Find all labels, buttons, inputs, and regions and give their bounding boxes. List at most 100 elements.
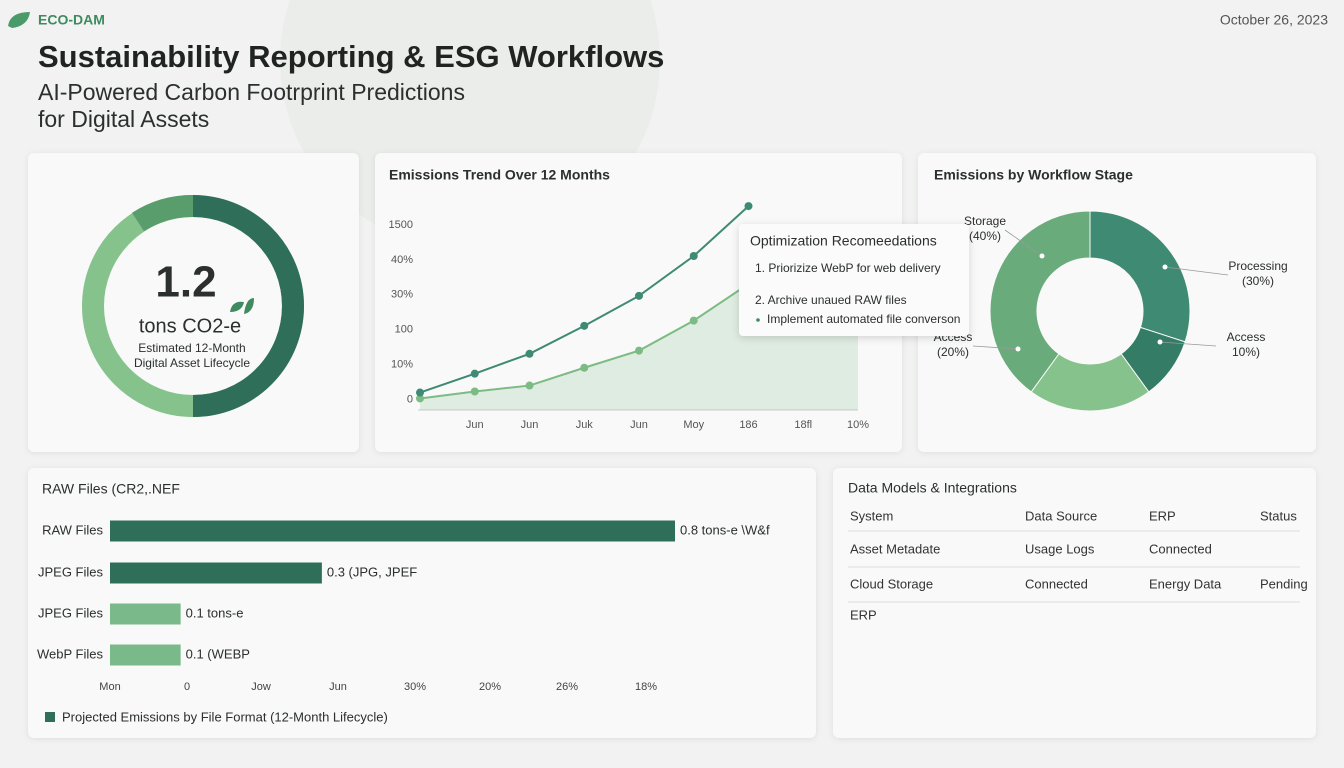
table-cell: ERP xyxy=(850,607,877,622)
table-header: Status xyxy=(1260,508,1297,523)
tooltip-title: Optimization Recomeedations xyxy=(750,233,937,249)
leader-line xyxy=(972,345,1019,350)
page-title: Sustainability Reporting & ESG Workflows xyxy=(38,39,664,74)
point xyxy=(580,363,589,372)
table-cell: Connected xyxy=(1025,576,1088,591)
x-tick-label: 10% xyxy=(847,419,869,431)
table-title: Data Models & Integrations xyxy=(848,480,1017,496)
point xyxy=(416,388,424,397)
y-tick-label: 40% xyxy=(391,254,413,266)
bar xyxy=(110,644,181,666)
tooltip-item: 1. Priorizize WebP for web delivery xyxy=(755,261,941,275)
table-cell: Pending xyxy=(1260,576,1308,591)
table-cell: Usage Logs xyxy=(1025,541,1095,556)
table-cell: Asset Metadate xyxy=(850,541,940,556)
pie-slice xyxy=(1030,353,1150,412)
value-label: 0.1 tons-e xyxy=(186,605,244,620)
x-tick-label: Juk xyxy=(576,419,594,431)
table-header: Data Source xyxy=(1025,508,1097,523)
chart-title: Emissions Trend Over 12 Months xyxy=(389,167,610,183)
subtitle: for Digital Assets xyxy=(38,106,209,132)
y-tick-label: WebP Files xyxy=(37,646,103,661)
logo xyxy=(8,12,30,28)
kpi-ring xyxy=(132,194,194,232)
bullet xyxy=(756,318,760,322)
kpi-unit: tons CO2-e xyxy=(139,315,241,337)
x-tick-label: 30% xyxy=(404,681,426,693)
bar xyxy=(110,603,181,625)
pie-label: Storage xyxy=(964,214,1006,228)
x-tick-label: 20% xyxy=(479,681,501,693)
tooltip-item: 2. Archive unaued RAW files xyxy=(755,293,907,307)
pie-value-label: (40%) xyxy=(969,229,1001,243)
y-tick-label: JPEG Files xyxy=(38,564,104,579)
pie-value-label: 10%) xyxy=(1232,345,1260,359)
value-label: 0.1 (WEBP xyxy=(186,646,250,661)
x-tick-label: 186 xyxy=(739,419,757,431)
x-tick-label: Jow xyxy=(251,681,271,693)
chart-title: Emissions by Workflow Stage xyxy=(934,167,1133,183)
point xyxy=(580,321,589,330)
x-tick-label: Jun xyxy=(466,419,484,431)
y-tick-label: 0 xyxy=(407,393,413,405)
y-tick-label: 1500 xyxy=(389,219,413,231)
leader-dot xyxy=(1039,253,1045,259)
pie-value-label: (20%) xyxy=(937,345,969,359)
y-tick-label: 10% xyxy=(391,359,413,371)
x-tick-label: 18% xyxy=(635,681,657,693)
tooltip-item: Implement automated file converson xyxy=(767,312,960,326)
leader-dot xyxy=(1015,346,1021,352)
point xyxy=(689,252,698,261)
kpi-ring xyxy=(192,195,304,417)
point xyxy=(525,349,534,358)
table-card xyxy=(833,468,1316,738)
point xyxy=(744,202,753,211)
point xyxy=(635,346,643,355)
chart-title: RAW Files (CR2,.NEF xyxy=(42,481,180,497)
x-tick-label: Moy xyxy=(683,419,704,431)
value-label: 0.8 tons-e \W&f xyxy=(680,522,770,537)
x-tick-label: 26% xyxy=(556,681,578,693)
kpi-caption: Digital Asset Lifecycle xyxy=(134,356,250,370)
x-tick-label: Jun xyxy=(329,681,347,693)
date: October 26, 2023 xyxy=(1220,12,1328,28)
leader-line xyxy=(1004,229,1043,257)
pie-slice xyxy=(989,210,1091,393)
point xyxy=(689,316,698,325)
kpi-value: 1.2 xyxy=(155,258,216,307)
point xyxy=(416,394,424,403)
x-tick-label: 18fl xyxy=(794,419,812,431)
point xyxy=(525,381,534,390)
y-tick-label: RAW Files xyxy=(42,522,103,537)
bar xyxy=(110,562,322,584)
table-header: System xyxy=(850,508,893,523)
leader-line xyxy=(1159,341,1217,347)
x-tick-label: 0 xyxy=(184,681,190,693)
pie-label: Access xyxy=(1227,330,1266,344)
y-tick-label: 100 xyxy=(395,324,413,336)
pie-slice xyxy=(1089,210,1191,343)
leader-line xyxy=(1164,266,1229,276)
point xyxy=(470,369,479,378)
kpi-caption: Estimated 12-Month xyxy=(138,341,245,355)
legend-swatch xyxy=(45,712,55,722)
subtitle: AI-Powered Carbon Footrprint Predictions xyxy=(38,79,465,105)
brand: ECO-DAM xyxy=(38,12,105,28)
bar-card xyxy=(28,468,816,738)
y-tick-label: 30% xyxy=(391,289,413,301)
pie-value-label: (30%) xyxy=(1242,274,1274,288)
legend-label: Projected Emissions by File Format (12-M… xyxy=(62,709,388,724)
table-header: ERP xyxy=(1149,508,1176,523)
tooltip-box xyxy=(739,224,969,336)
table-cell: Energy Data xyxy=(1149,576,1222,591)
value-label: 0.3 (JPG, JPEF xyxy=(327,564,417,579)
table-cell: Cloud Storage xyxy=(850,576,933,591)
y-tick-label: JPEG Files xyxy=(38,605,104,620)
table-cell: Connected xyxy=(1149,541,1212,556)
x-tick-label: Jun xyxy=(630,419,648,431)
point xyxy=(470,387,479,396)
x-tick-label: Mon xyxy=(99,681,120,693)
leaf-icon xyxy=(230,298,254,314)
leader-dot xyxy=(1162,264,1168,270)
